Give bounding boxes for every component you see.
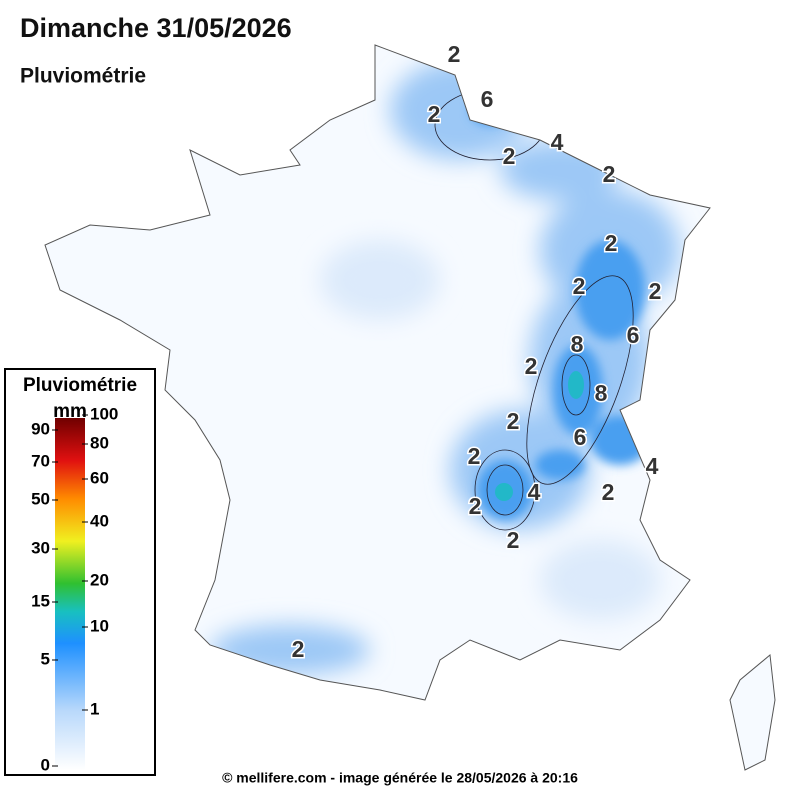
- contour-label: 4: [646, 453, 659, 479]
- contour-label: 2: [605, 230, 618, 256]
- contour-label: 8: [595, 380, 608, 406]
- contour-label: 2: [448, 41, 461, 67]
- contour-label: 2: [603, 161, 616, 187]
- contour-label: 2: [507, 408, 520, 434]
- legend-left-tick: 70: [31, 451, 50, 470]
- contour-label: 8: [571, 331, 584, 357]
- contour-label: 4: [528, 479, 541, 505]
- legend-left-tick: 50: [31, 489, 50, 508]
- legend-right-tick: 60: [90, 468, 109, 487]
- legend-right-tick: 100: [90, 404, 118, 423]
- contour-label: 6: [574, 424, 587, 450]
- legend-left-tick: 30: [31, 538, 50, 557]
- legend-right-tick: 80: [90, 433, 109, 452]
- contour-label: 2: [525, 353, 538, 379]
- subtitle: Pluviométrie: [20, 65, 146, 88]
- contour-label: 2: [573, 273, 586, 299]
- contour-label: 2: [503, 143, 516, 169]
- legend-right-tick: 10: [90, 616, 109, 635]
- contour-label: 2: [468, 443, 481, 469]
- legend-left-tick: 90: [31, 419, 50, 438]
- legend-right-tick: 40: [90, 511, 109, 530]
- legend-right-tick: 1: [90, 699, 99, 718]
- legend-title: Pluviométrie: [23, 375, 137, 396]
- contour-label: 6: [627, 322, 640, 348]
- footer: © mellifere.com - image générée le 28/05…: [222, 770, 578, 786]
- legend-left-tick: 15: [31, 591, 50, 610]
- contour-label: 2: [507, 527, 520, 553]
- contour-label: 4: [551, 129, 564, 155]
- title: Dimanche 31/05/2026: [20, 13, 292, 43]
- france-outline: [44, 44, 776, 771]
- contour-label: 2: [292, 636, 305, 662]
- legend-left-tick: 0: [41, 755, 50, 774]
- contour-label: 2: [469, 493, 482, 519]
- legend-unit: mm: [53, 401, 87, 422]
- contour-label: 2: [602, 479, 615, 505]
- contour-label: 6: [481, 86, 494, 112]
- color-bar: [55, 418, 85, 770]
- legend-left-tick: 5: [41, 649, 50, 668]
- contour-label: 2: [649, 278, 662, 304]
- legend-right-tick: 20: [90, 570, 109, 589]
- contour-label: 2: [428, 101, 441, 127]
